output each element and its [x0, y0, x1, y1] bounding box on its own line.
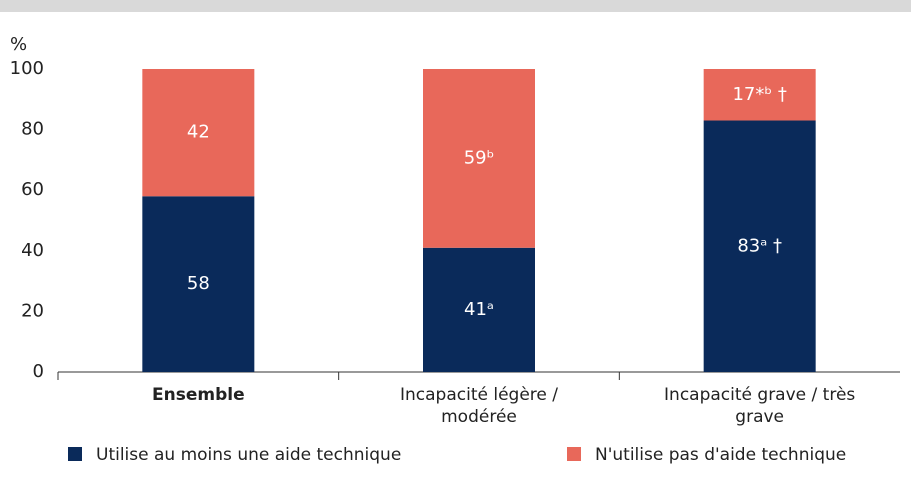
x-tick-label: Ensemble [152, 385, 245, 405]
value-label: 59ᵇ [464, 147, 495, 168]
bar-segment [423, 69, 535, 248]
x-tick-label: Incapacité légère / modérée [400, 385, 558, 427]
top-band [0, 0, 911, 12]
y-tick-label: 20 [21, 300, 44, 321]
value-label: 42 [187, 122, 210, 143]
bar-segment [703, 120, 816, 372]
bar-segment [703, 69, 816, 121]
bar-segment [142, 69, 255, 197]
legend-label: Utilise au moins une aide technique [96, 445, 401, 465]
y-tick-label: 40 [21, 240, 44, 261]
value-label: 58 [187, 273, 210, 294]
y-tick-label: 60 [21, 179, 44, 200]
y-tick-label: 0 [33, 361, 44, 382]
y-tick-label: 100 [10, 58, 44, 79]
y-axis-label: % [10, 34, 27, 55]
value-label: 17*ᵇ † [732, 84, 786, 105]
legend-swatch [68, 447, 82, 461]
bar-segment [423, 247, 535, 372]
x-tick-label: Incapacité grave / très grave [664, 385, 856, 427]
legend-label: N'utilise pas d'aide technique [595, 445, 846, 465]
legend-swatch [567, 447, 581, 461]
y-tick-label: 80 [21, 119, 44, 140]
bar-segment [142, 196, 255, 372]
value-label: 83ᵃ † [737, 235, 782, 256]
value-label: 41ᵃ [464, 299, 494, 320]
